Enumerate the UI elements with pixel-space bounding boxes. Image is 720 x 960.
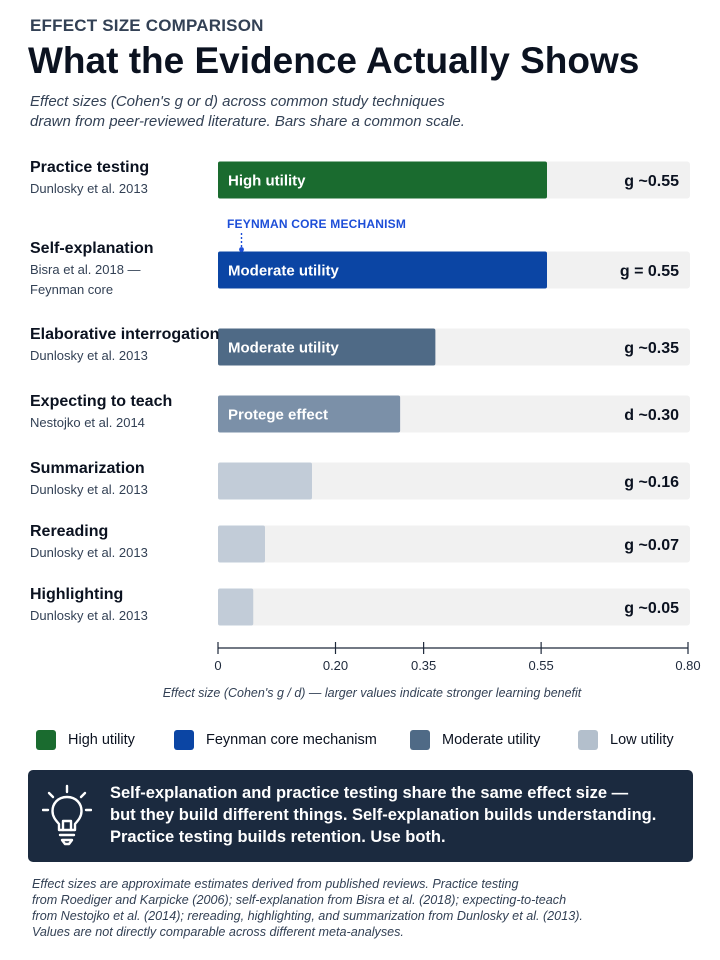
bar bbox=[218, 161, 547, 199]
x-tick-label: 0.80 bbox=[675, 658, 700, 673]
bar bbox=[218, 328, 436, 366]
row-name: Expecting to teach bbox=[30, 393, 172, 410]
page-subtitle: Effect sizes (Cohen's g or d) across com… bbox=[30, 92, 590, 132]
value-label: d ~0.30 bbox=[624, 407, 679, 424]
callout-line: but they build different things. Self-ex… bbox=[110, 806, 657, 824]
row-name: Rereading bbox=[30, 523, 108, 540]
callout-line: Self-explanation and practice testing sh… bbox=[110, 784, 629, 802]
x-tick-label: 0.55 bbox=[528, 658, 553, 673]
bar bbox=[218, 251, 547, 289]
subtitle-line: Effect sizes (Cohen's g or d) across com… bbox=[30, 93, 445, 110]
legend-label: Feynman core mechanism bbox=[206, 732, 377, 748]
eyebrow-label: EFFECT SIZE COMPARISON bbox=[30, 16, 264, 35]
value-label: g ~0.35 bbox=[624, 340, 679, 357]
bar-label: Protege effect bbox=[228, 407, 328, 424]
row-source: Bisra et al. 2018 — bbox=[30, 262, 141, 277]
legend-swatch bbox=[410, 730, 430, 750]
footnote-line: Effect sizes are approximate estimates d… bbox=[32, 877, 519, 891]
key-insight-callout: Self-explanation and practice testing sh… bbox=[28, 770, 693, 862]
row-source: Nestojko et al. 2014 bbox=[30, 415, 145, 430]
annotation-dot bbox=[239, 247, 244, 252]
row-source: Dunlosky et al. 2013 bbox=[30, 545, 148, 560]
value-label: g ~0.55 bbox=[624, 173, 679, 190]
row-name: Self-explanation bbox=[30, 240, 154, 257]
x-axis-title: Effect size (Cohen's g / d) — larger val… bbox=[163, 686, 582, 700]
row-source: Dunlosky et al. 2013 bbox=[30, 181, 148, 196]
bar bbox=[218, 525, 265, 563]
bar-label: High utility bbox=[228, 173, 306, 190]
legend-item-feynman: Feynman core mechanism bbox=[174, 728, 377, 752]
value-label: g = 0.55 bbox=[620, 263, 679, 280]
legend-item-moderate: Moderate utility bbox=[410, 728, 540, 752]
value-label: g ~0.07 bbox=[624, 537, 679, 554]
bar-track bbox=[218, 588, 690, 626]
row-name: Summarization bbox=[30, 460, 145, 477]
legend: High utility Feynman core mechanism Mode… bbox=[36, 728, 696, 752]
footnote-line: Values are not directly comparable acros… bbox=[32, 925, 404, 939]
legend-label: Moderate utility bbox=[442, 732, 541, 748]
footnote-line: from Nestojko et al. (2014); rereading, … bbox=[32, 909, 583, 923]
bar-label: Moderate utility bbox=[228, 263, 340, 280]
legend-item-high: High utility bbox=[36, 728, 135, 752]
bar-track bbox=[218, 462, 690, 500]
bar bbox=[218, 395, 401, 433]
bar bbox=[218, 462, 312, 500]
bar bbox=[218, 588, 254, 626]
row-name: Practice testing bbox=[30, 159, 149, 176]
callout-line: Practice testing builds retention. Use b… bbox=[110, 828, 446, 846]
value-label: g ~0.05 bbox=[624, 600, 679, 617]
row-name: Highlighting bbox=[30, 586, 123, 603]
legend-swatch bbox=[578, 730, 598, 750]
bar-track bbox=[218, 525, 690, 563]
bar-label: Moderate utility bbox=[228, 340, 340, 357]
legend-swatch bbox=[36, 730, 56, 750]
row-name: Elaborative interrogation bbox=[30, 326, 219, 343]
x-tick-label: 0 bbox=[214, 658, 221, 673]
row-source: Dunlosky et al. 2013 bbox=[30, 608, 148, 623]
x-tick-label: 0.20 bbox=[323, 658, 348, 673]
legend-label: High utility bbox=[68, 732, 135, 748]
footnote: Effect sizes are approximate estimates d… bbox=[32, 876, 692, 940]
row-source: Feynman core bbox=[30, 282, 113, 297]
footnote-line: from Roediger and Karpicke (2006); self-… bbox=[32, 893, 567, 907]
row-source: Dunlosky et al. 2013 bbox=[30, 348, 148, 363]
legend-label: Low utility bbox=[610, 732, 674, 748]
lightbulb-icon bbox=[42, 784, 92, 846]
page-title: What the Evidence Actually Shows bbox=[28, 40, 640, 81]
annotation-label: FEYNMAN CORE MECHANISM bbox=[227, 217, 406, 231]
subtitle-line: drawn from peer-reviewed literature. Bar… bbox=[30, 113, 465, 130]
legend-item-low: Low utility bbox=[578, 728, 674, 752]
row-source: Dunlosky et al. 2013 bbox=[30, 482, 148, 497]
value-label: g ~0.16 bbox=[624, 474, 679, 491]
legend-swatch bbox=[174, 730, 194, 750]
effect-size-chart: High utility g ~0.55 Practice testing Dunlo… bbox=[30, 159, 701, 700]
x-tick-label: 0.35 bbox=[411, 658, 436, 673]
callout-text: Self-explanation and practice testing sh… bbox=[110, 782, 685, 848]
